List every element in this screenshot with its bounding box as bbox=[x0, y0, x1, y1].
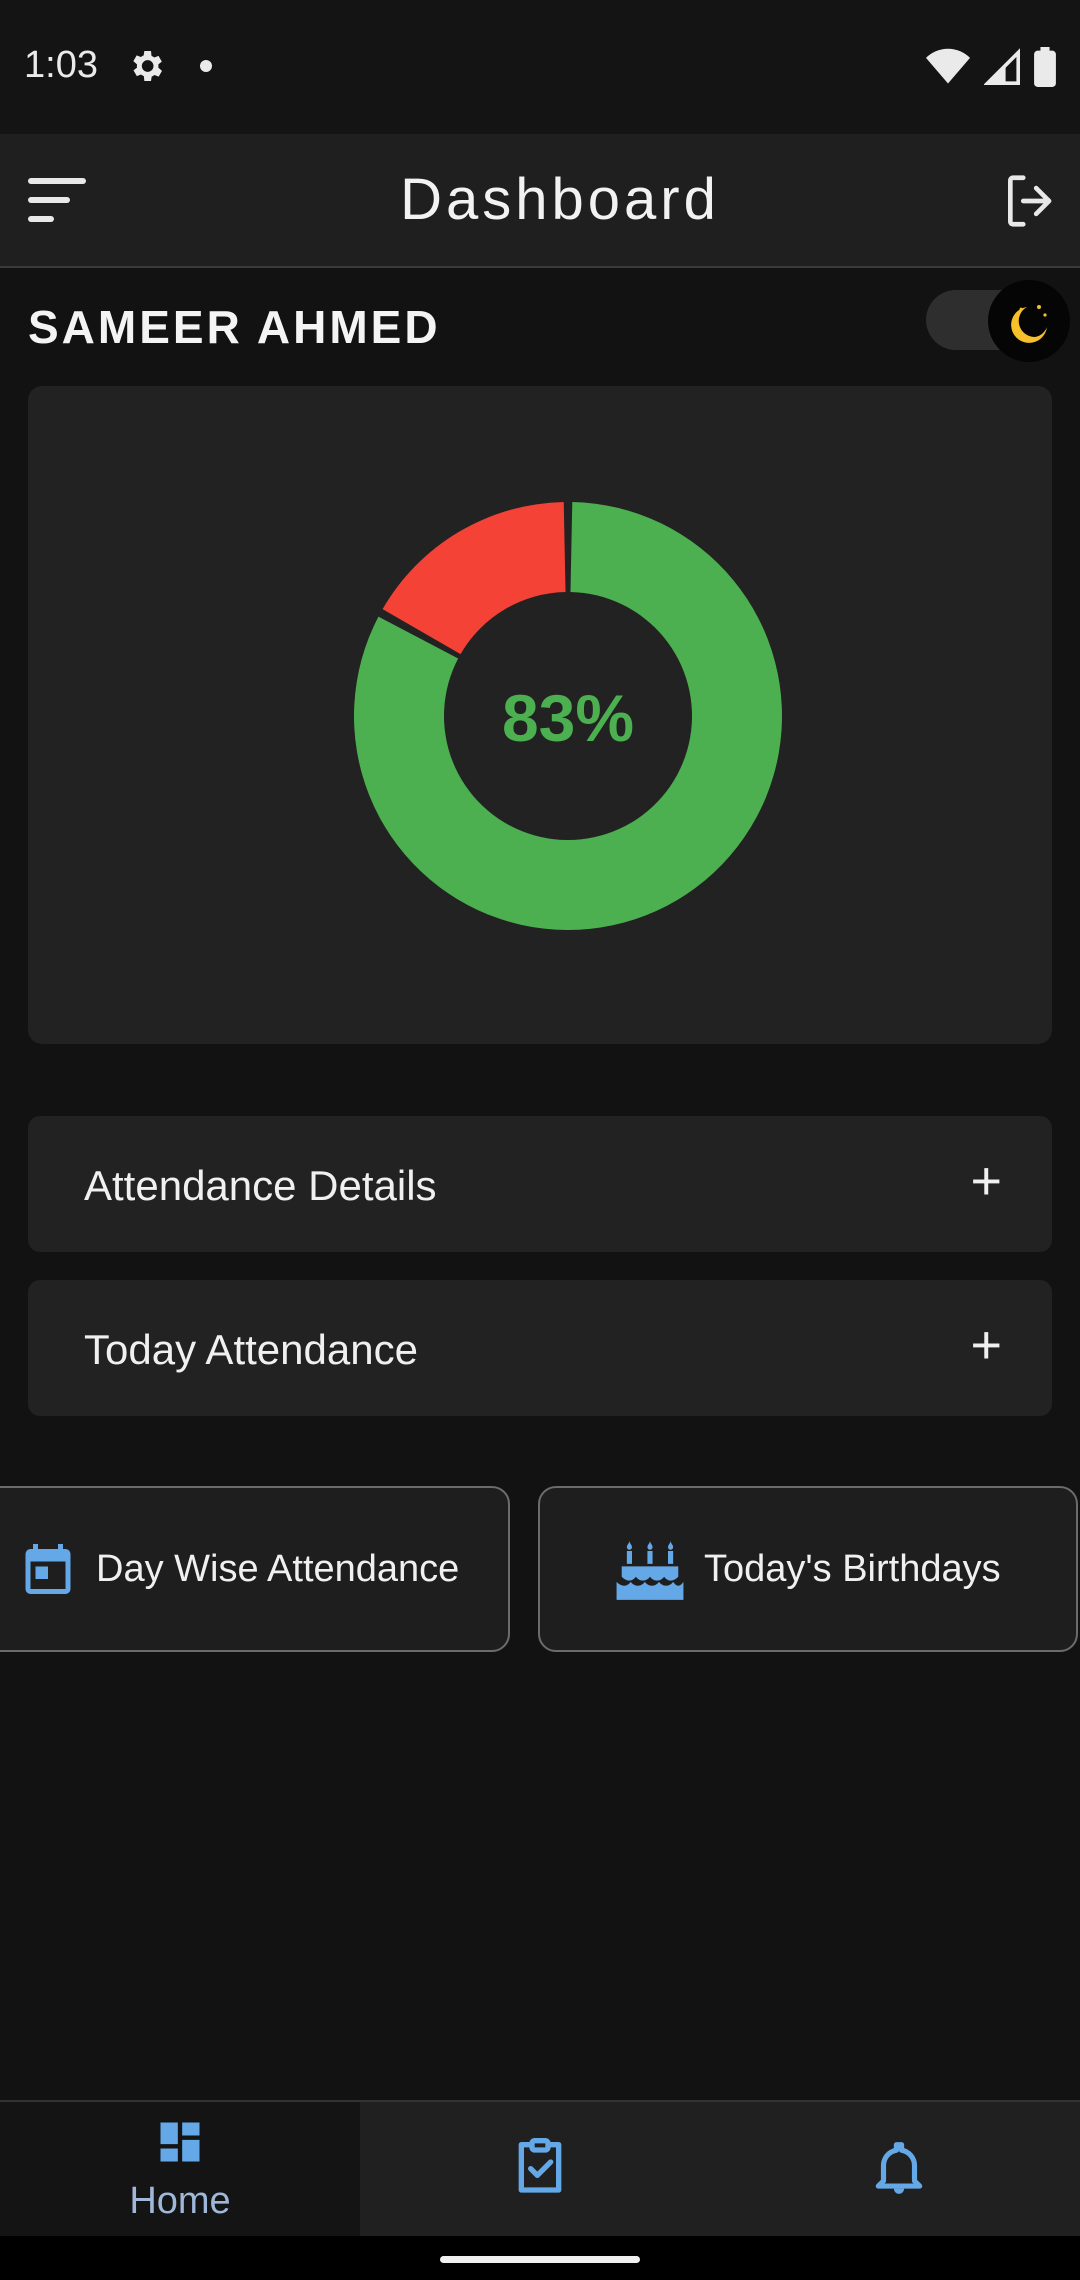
expand-plus-icon[interactable]: + bbox=[970, 1151, 1002, 1211]
settings-icon bbox=[133, 51, 162, 81]
moon-icon bbox=[1011, 305, 1047, 343]
home-grid-icon bbox=[160, 2122, 200, 2162]
nav-home-label: Home bbox=[129, 2180, 231, 2222]
accordion-attendance-details[interactable]: Attendance Details + bbox=[28, 1116, 1052, 1252]
logout-icon[interactable] bbox=[1000, 170, 1062, 232]
accordion-today-attendance[interactable]: Today Attendance + bbox=[28, 1280, 1052, 1416]
dark-mode-toggle-knob[interactable] bbox=[988, 280, 1070, 362]
todays-birthdays-label: Today's Birthdays bbox=[704, 1547, 1001, 1590]
day-wise-attendance-button[interactable]: Day Wise Attendance bbox=[0, 1486, 510, 1652]
accordion-label: Today Attendance bbox=[84, 1326, 418, 1373]
page-title: Dashboard bbox=[400, 167, 720, 232]
status-icons bbox=[926, 46, 1056, 88]
gesture-handle[interactable] bbox=[440, 2256, 640, 2263]
todays-birthdays-button[interactable]: Today's Birthdays bbox=[538, 1486, 1078, 1652]
donut-slice-present bbox=[353, 502, 782, 930]
donut-slice-absent bbox=[382, 502, 566, 655]
menu-icon[interactable] bbox=[28, 178, 88, 224]
signal-icon bbox=[984, 48, 1020, 85]
status-bar bbox=[0, 0, 1080, 134]
status-time: 1:03 bbox=[24, 44, 98, 86]
app-bar bbox=[0, 134, 1080, 268]
notification-dot-icon bbox=[200, 60, 212, 72]
bell-icon[interactable] bbox=[868, 2136, 930, 2200]
user-name: SAMEER AHMED bbox=[28, 301, 441, 353]
calendar-icon bbox=[25, 1544, 71, 1594]
attendance-donut-chart bbox=[353, 502, 782, 930]
accordion-label: Attendance Details bbox=[84, 1162, 437, 1209]
wifi-icon bbox=[926, 48, 970, 84]
cake-icon bbox=[616, 1540, 684, 1600]
attendance-chart-card bbox=[28, 386, 1052, 1044]
clipboard-check-icon[interactable] bbox=[508, 2134, 572, 2198]
attendance-percent: 83% bbox=[501, 681, 635, 755]
expand-plus-icon[interactable]: + bbox=[970, 1315, 1002, 1375]
nav-tab-home[interactable] bbox=[0, 2102, 360, 2236]
battery-icon bbox=[1034, 47, 1056, 87]
day-wise-attendance-label: Day Wise Attendance bbox=[96, 1547, 460, 1590]
